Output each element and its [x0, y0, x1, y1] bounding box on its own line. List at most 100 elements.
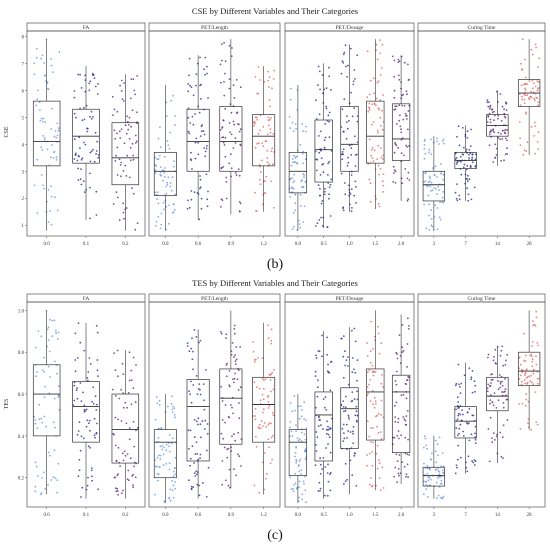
- data-point: [200, 125, 203, 128]
- data-point: [305, 125, 307, 128]
- data-point: [158, 154, 161, 157]
- data-point: [50, 223, 53, 226]
- data-point: [395, 401, 398, 404]
- data-point: [318, 481, 321, 484]
- data-point: [460, 382, 463, 385]
- data-point: [401, 104, 403, 107]
- data-point: [252, 341, 255, 343]
- data-point: [56, 372, 58, 375]
- data-point: [114, 487, 117, 489]
- data-point: [330, 150, 333, 152]
- data-point: [502, 424, 505, 427]
- data-point: [501, 436, 504, 438]
- data-point: [165, 205, 168, 208]
- data-point: [352, 80, 355, 83]
- data-point: [190, 198, 193, 201]
- data-point: [204, 56, 207, 59]
- data-point: [159, 146, 162, 149]
- data-point: [43, 187, 45, 190]
- data-point: [114, 444, 117, 447]
- data-point: [120, 420, 123, 422]
- data-point: [47, 189, 50, 191]
- data-point: [47, 221, 50, 224]
- data-point: [304, 158, 307, 161]
- data-point: [534, 125, 537, 127]
- data-point: [83, 349, 86, 352]
- data-point: [328, 428, 331, 430]
- data-point: [134, 93, 137, 96]
- data-point: [55, 156, 58, 159]
- data-point: [366, 96, 369, 99]
- data-point: [518, 121, 521, 123]
- x-tick-label: 0.9: [228, 242, 235, 247]
- data-point: [328, 160, 331, 163]
- data-point: [495, 154, 498, 156]
- data-point: [239, 386, 242, 389]
- data-point: [435, 461, 438, 464]
- data-point: [94, 395, 97, 398]
- data-point: [187, 199, 189, 202]
- data-point: [355, 153, 358, 156]
- data-point: [427, 181, 430, 184]
- data-point: [54, 130, 57, 132]
- data-point: [95, 324, 98, 327]
- data-point: [171, 411, 174, 414]
- data-point: [353, 194, 356, 197]
- data-point: [315, 99, 317, 102]
- data-point: [291, 435, 294, 437]
- data-point: [171, 437, 174, 440]
- data-point: [330, 360, 333, 363]
- data-point: [89, 160, 92, 163]
- data-point: [394, 108, 397, 111]
- data-point: [198, 484, 201, 487]
- data-point: [469, 152, 472, 155]
- data-point: [293, 173, 296, 176]
- data-point: [85, 408, 88, 411]
- data-point: [375, 452, 378, 455]
- data-point: [326, 120, 329, 122]
- data-point: [373, 371, 375, 374]
- box: [219, 106, 243, 172]
- data-point: [491, 441, 494, 444]
- data-point: [486, 390, 489, 392]
- data-point: [204, 155, 207, 158]
- data-point: [402, 393, 405, 396]
- data-point: [299, 405, 302, 408]
- data-point: [439, 496, 442, 499]
- data-point: [372, 374, 375, 377]
- data-point: [459, 386, 461, 388]
- x-tick-label: 0.5: [321, 242, 328, 247]
- data-point: [436, 140, 438, 143]
- data-point: [53, 397, 56, 400]
- data-point: [317, 184, 320, 187]
- data-point: [77, 430, 80, 432]
- data-point: [191, 168, 193, 170]
- data-point: [521, 98, 524, 101]
- data-point: [366, 371, 369, 373]
- data-point: [457, 363, 460, 366]
- data-point: [342, 53, 345, 56]
- box: [288, 429, 308, 476]
- data-point: [200, 83, 202, 86]
- data-point: [533, 135, 536, 137]
- data-point: [73, 399, 76, 402]
- data-point: [289, 402, 292, 404]
- data-point: [466, 411, 469, 414]
- data-point: [376, 129, 379, 132]
- data-point: [56, 122, 59, 125]
- data-point: [458, 198, 461, 201]
- data-point: [520, 383, 523, 386]
- data-point: [504, 132, 507, 135]
- data-point: [76, 387, 78, 390]
- data-point: [350, 91, 352, 94]
- data-point: [52, 421, 55, 424]
- data-point: [188, 132, 191, 135]
- data-point: [343, 182, 346, 184]
- data-point: [233, 356, 235, 358]
- data-point: [441, 140, 444, 143]
- data-point: [424, 171, 427, 174]
- data-point: [353, 327, 356, 330]
- data-point: [270, 422, 273, 425]
- data-point: [328, 371, 331, 374]
- data-point: [262, 411, 264, 414]
